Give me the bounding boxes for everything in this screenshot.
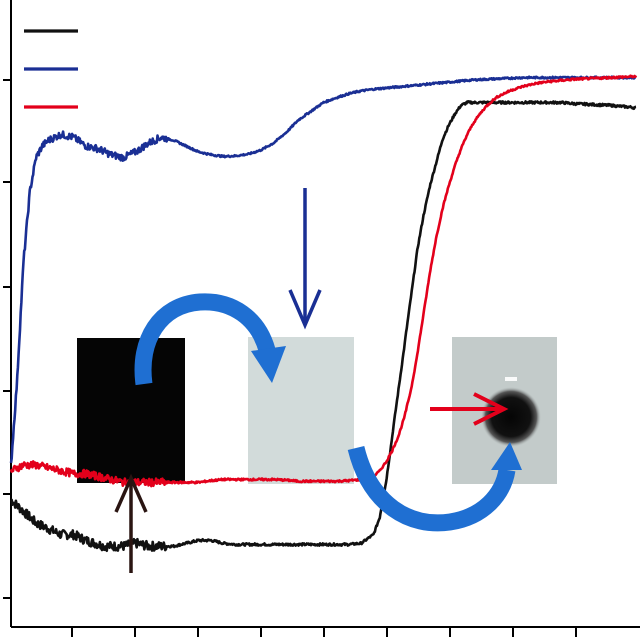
inset-spot-highlight	[505, 377, 517, 381]
series-line-1	[10, 100, 637, 553]
legend	[24, 29, 78, 109]
blue-curved-arrow-top	[134, 293, 286, 386]
red-right-arrow	[430, 392, 509, 426]
dark-up-arrow	[114, 473, 148, 573]
axes	[3, 0, 640, 637]
navy-down-arrow	[288, 188, 322, 330]
inset-black-square	[77, 338, 185, 483]
series-line-2	[9, 75, 637, 464]
annotation-arrows	[114, 188, 522, 573]
inset-dark-spot	[481, 387, 541, 447]
series-line-3	[9, 74, 638, 488]
blue-curved-arrow-bottom	[347, 442, 522, 532]
series-layer	[9, 74, 638, 553]
